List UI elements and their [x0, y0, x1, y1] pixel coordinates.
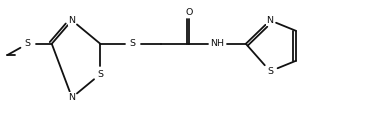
Text: N: N	[68, 93, 76, 102]
Text: S: S	[267, 67, 273, 76]
Text: S: S	[25, 39, 31, 48]
Text: N: N	[267, 16, 273, 25]
Text: NH: NH	[211, 39, 225, 48]
Text: S: S	[97, 70, 103, 79]
Text: O: O	[186, 8, 193, 17]
Text: N: N	[68, 16, 76, 25]
Text: S: S	[129, 39, 136, 48]
